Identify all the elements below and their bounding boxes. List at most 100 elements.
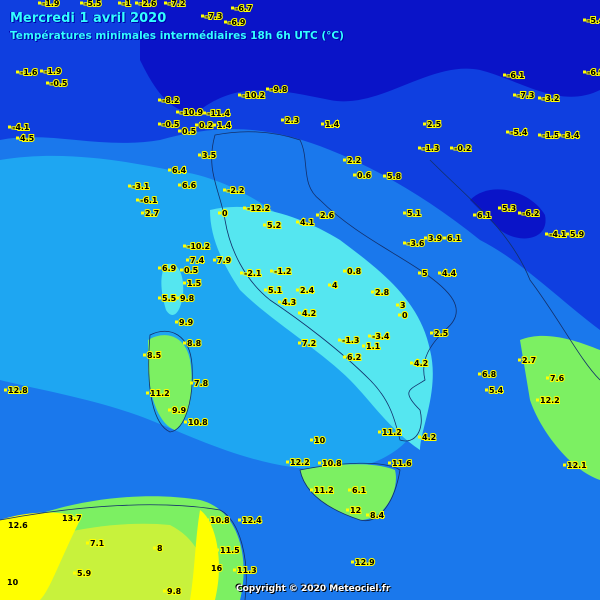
station-marker [316,213,319,217]
station-value: 1.5 [187,279,202,288]
station-marker [351,560,354,564]
station-value: 5.8 [387,172,402,181]
station-marker [243,206,246,210]
station-value: 4.2 [414,359,428,368]
station-marker [198,153,201,157]
station-value: -1.6 [20,68,38,77]
station-value: -6.7 [235,4,253,13]
zone-mild-tyrrhenian [0,155,432,471]
station-marker [498,206,501,210]
station-value: -1.3 [422,144,440,153]
station-marker [371,290,374,294]
station-marker [158,266,161,270]
station-value: 11.5 [220,546,240,555]
station-marker [418,146,421,150]
station-marker [366,513,369,517]
station-value: 10.8 [210,516,230,525]
station-marker [158,98,161,102]
station-marker [348,488,351,492]
station-value: 4.1 [300,218,315,227]
station-marker [136,198,139,202]
station-marker [146,391,149,395]
station-marker [546,376,549,380]
station-value: 8 [157,544,163,553]
station-marker [418,271,421,275]
zone-cold-north [0,0,600,330]
station-marker [80,1,83,5]
station-value: 10 [7,578,19,587]
station-marker [231,6,234,10]
station-marker [164,1,167,5]
station-marker [443,236,446,240]
copyright: Copyright © 2020 Meteociel.fr [236,584,391,594]
station-value: -2.6 [139,0,157,8]
station-marker [190,381,193,385]
station-value: -2.1 [244,269,262,278]
station-marker [184,420,187,424]
station-marker [4,388,7,392]
station-marker [223,188,226,192]
station-marker [213,258,216,262]
station-marker [8,125,11,129]
station-marker [58,516,61,520]
station-marker [338,338,341,342]
station-value: -3.4 [372,332,390,341]
station-marker [206,518,209,522]
station-marker [168,168,171,172]
station-value: 0.2 [199,121,213,130]
station-value: -12.2 [247,204,270,213]
station-value: 7.6 [550,374,565,383]
zone-greece [520,335,600,480]
station-marker [478,372,481,376]
station-value: -9.8 [270,85,288,94]
station-value: 2.7 [522,356,536,365]
station-value: 11.3 [237,566,257,575]
station-marker [278,300,281,304]
station-marker [201,14,204,18]
station-marker [388,461,391,465]
coastlines [0,131,600,600]
station-value: 12 [350,506,361,515]
station-value: 12.2 [290,458,310,467]
station-value: 8.4 [370,511,385,520]
station-marker [298,341,301,345]
station-marker [362,344,365,348]
station-marker [423,122,426,126]
station-value: 11.2 [382,428,402,437]
station-value: 12.6 [8,521,28,530]
zone-africa-hot [0,512,80,600]
station-marker [563,463,566,467]
station-value: -6.2 [522,209,540,218]
station-marker [310,438,313,442]
station-marker [266,87,269,91]
station-value: -11.4 [207,109,230,118]
station-value: 0.5 [182,127,197,136]
zone-corsica [161,263,184,315]
station-value: 1.1 [366,342,381,351]
station-value: 11.2 [150,389,170,398]
station-value: -0.5 [162,120,180,129]
station-marker [378,430,381,434]
station-value: -1.9 [44,67,62,76]
station-values: -5.5 -1.9 -1 -2.6 -7.2 -7.3 -6.9 -6.7 -5.4 -1.6 -1… [3,0,600,597]
station-value: 2.8 [375,288,390,297]
station-value: 6.1 [447,234,462,243]
station-value: 5.9 [77,569,92,578]
station-value: -0.2 [454,144,472,153]
station-marker [410,361,413,365]
station-marker [233,568,236,572]
station-marker [168,408,171,412]
station-marker [16,136,19,140]
zone-cold-east [470,189,546,239]
station-value: 6.6 [182,181,197,190]
zone-sicily [300,464,396,520]
station-marker [158,122,161,126]
station-value: 5.9 [570,230,585,239]
station-value: -0.5 [50,79,68,88]
station-marker [175,320,178,324]
station-value: 4.3 [282,298,296,307]
station-value: 2.2 [347,156,361,165]
station-value: 4 [332,281,338,290]
station-marker [213,123,216,127]
station-marker [286,460,289,464]
